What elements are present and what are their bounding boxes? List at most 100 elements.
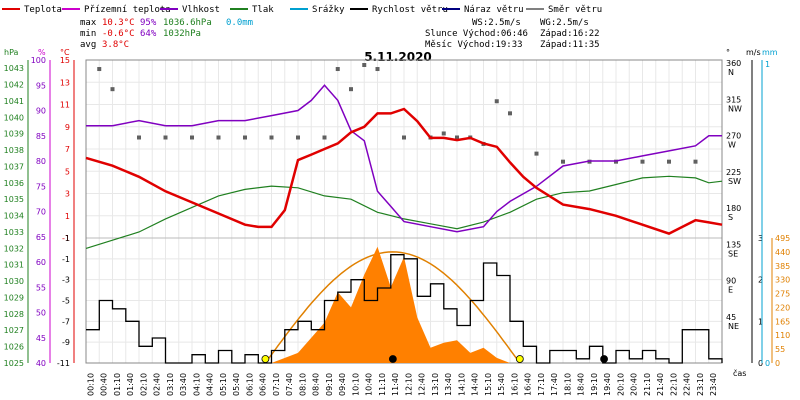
humidity-tick: 65 <box>36 233 46 242</box>
wind-direction-point <box>494 99 499 104</box>
pressure-tick: 1040 <box>4 113 24 122</box>
radiation-tick: 165 <box>775 317 790 326</box>
x-tick: 00:10 <box>86 373 95 396</box>
pressure-tick: 1038 <box>4 146 24 155</box>
x-tick: 21:40 <box>656 373 665 396</box>
x-tick: 22:10 <box>669 373 678 396</box>
x-tick: 09:40 <box>338 373 347 396</box>
pressure-tick: 1043 <box>4 64 24 73</box>
legend-label: Přízemní teplota <box>84 5 171 15</box>
stat-max-temp: 10.3°C <box>102 18 135 28</box>
temp-upper-tick: 5 <box>65 167 70 176</box>
pressure-tick: 1034 <box>4 212 24 221</box>
pressure-tick: 1031 <box>4 261 24 270</box>
temp-lower-tick: -1 <box>62 255 70 264</box>
wind-speed-line <box>85 254 723 364</box>
wind-direction-point <box>693 159 698 164</box>
direction-label: N <box>728 68 734 77</box>
pressure-tick: 1041 <box>4 97 24 106</box>
sunrise-marker <box>261 355 270 363</box>
legend-label: Tlak <box>252 5 274 15</box>
x-tick: 05:40 <box>232 373 241 396</box>
pressure-tick: 1032 <box>4 244 24 253</box>
temp-lower-tick: -3 <box>62 276 70 285</box>
direction-tick: 360 <box>726 59 741 68</box>
rain-tick: 1 <box>765 60 770 69</box>
wind-direction-point <box>97 67 102 72</box>
stat-max-press: 1036.6hPa <box>163 18 212 28</box>
humidity-tick: 40 <box>36 359 46 368</box>
x-tick: 23:40 <box>709 373 718 396</box>
wind-direction-point <box>441 131 446 136</box>
x-tick: 01:40 <box>126 373 135 396</box>
wind-direction-point <box>269 135 274 140</box>
wind-direction-point <box>335 67 340 72</box>
x-tick: 16:40 <box>524 373 533 396</box>
plot-area <box>85 63 723 364</box>
humidity-line <box>86 84 722 233</box>
x-tick: 06:40 <box>259 373 268 396</box>
info-moon-set: Západ:11:35 <box>540 40 600 50</box>
humidity-tick: 75 <box>36 182 46 191</box>
direction-label: W <box>728 141 736 150</box>
wind-direction-point <box>640 159 645 164</box>
x-tick: 08:40 <box>312 373 321 396</box>
pressure-tick: 1039 <box>4 130 24 139</box>
x-tick: 20:40 <box>630 373 639 396</box>
direction-label: S <box>728 213 733 222</box>
x-tick: 13:10 <box>431 373 440 396</box>
temp-lower-tick: -5 <box>62 297 70 306</box>
temp-lower-tick: 1 <box>65 234 70 243</box>
wind-direction-point <box>561 159 565 164</box>
x-tick: 04:40 <box>206 373 215 396</box>
radiation-tick: 275 <box>775 290 790 299</box>
x-tick: 14:10 <box>457 373 466 396</box>
x-tick: 15:40 <box>497 373 506 396</box>
temp-lower-tick: -9 <box>62 338 70 347</box>
x-tick: 05:10 <box>219 373 228 396</box>
axes: 1043104210411040103910381037103610351034… <box>4 48 791 396</box>
stat-avg-label: avg <box>80 40 96 50</box>
radiation-area <box>271 246 518 363</box>
pressure-tick: 1035 <box>4 195 24 204</box>
direction-tick: 180 <box>726 204 741 213</box>
x-tick: 20:10 <box>616 373 625 396</box>
x-tick: 10:10 <box>351 373 360 396</box>
x-tick: 23:10 <box>696 373 705 396</box>
direction-tick: 90 <box>726 277 736 286</box>
direction-tick: 45 <box>726 313 736 322</box>
wind-direction-point <box>190 135 194 140</box>
wind-tick: 3 <box>758 234 763 243</box>
pressure-tick: 1042 <box>4 81 24 90</box>
rain-tick: 0 <box>765 359 770 368</box>
radiation-tick: 440 <box>775 248 790 257</box>
direction-label: SW <box>728 177 741 186</box>
x-tick: 07:10 <box>272 373 281 396</box>
pressure-unit: hPa <box>4 48 19 57</box>
stat-max-hum: 95% <box>140 18 157 28</box>
stat-max-label: max <box>80 18 97 28</box>
x-tick: 17:10 <box>537 373 546 396</box>
temperature-line <box>85 107 723 235</box>
pressure-tick: 1028 <box>4 310 24 319</box>
info-sun-set: Západ:16:22 <box>540 29 600 39</box>
direction-label: NE <box>728 322 739 331</box>
stat-min-temp: -0.6°C <box>102 29 135 39</box>
stat-min-press: 1032hPa <box>163 29 201 39</box>
legend-label: Vlhkost <box>182 5 220 15</box>
humidity-tick: 100 <box>31 56 46 65</box>
legend-label: Náraz větru <box>464 5 524 15</box>
temp-upper-tick: 13 <box>60 78 70 87</box>
rain-unit: mm <box>762 48 778 57</box>
x-tick: 02:10 <box>139 373 148 396</box>
info-moon: Měsíc Východ:19:33 <box>425 40 523 50</box>
wind-direction-point <box>534 151 539 156</box>
pressure-tick: 1030 <box>4 277 24 286</box>
humidity-tick: 95 <box>36 81 46 90</box>
direction-label: NW <box>728 104 742 113</box>
wind-direction-point <box>163 135 168 140</box>
direction-label: E <box>728 286 733 295</box>
direction-label: SE <box>728 249 738 258</box>
wind-tick: 0 <box>758 359 763 368</box>
temp-upper-tick: 9 <box>65 123 70 132</box>
